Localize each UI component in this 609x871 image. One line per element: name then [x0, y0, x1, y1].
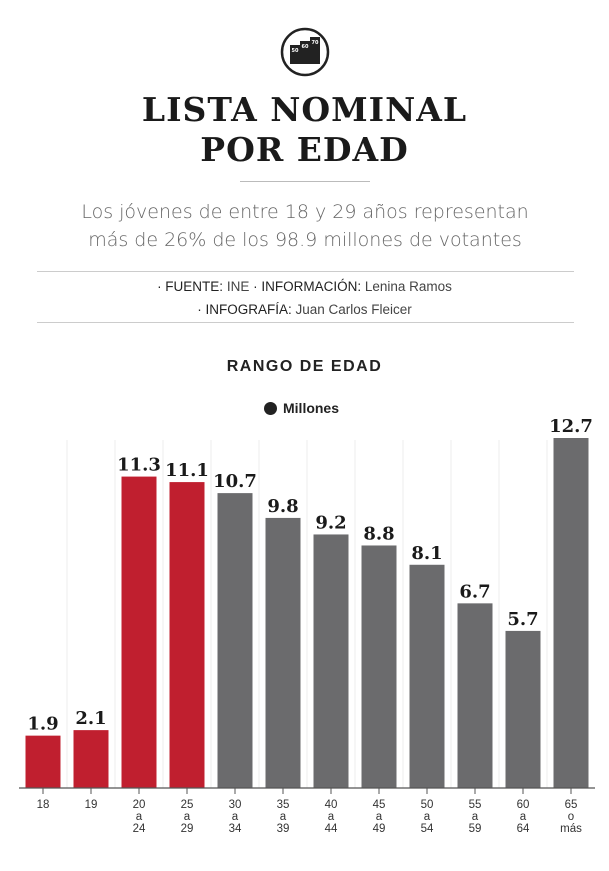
info-value: Lenina Ramos	[364, 279, 452, 294]
value-label: 6.7	[459, 581, 490, 602]
title-divider	[240, 181, 370, 182]
category-label: 19	[85, 799, 98, 811]
graphic-key: · INFOGRAFÍA:	[197, 302, 292, 317]
credits-top-divider	[37, 271, 574, 272]
chart-legend: Millones	[264, 400, 339, 416]
category-label: 65	[565, 799, 578, 811]
page-title-line1: LISTA NOMINAL	[141, 90, 468, 129]
bar-4	[217, 493, 253, 788]
category-label: a	[472, 811, 479, 823]
graphic-value: Juan Carlos Fleicer	[295, 302, 412, 317]
bar-7	[361, 545, 397, 788]
category-label: a	[280, 811, 287, 823]
category-label: 49	[373, 823, 386, 835]
bar-8	[409, 564, 445, 788]
value-label: 10.7	[213, 471, 257, 492]
category-label: 20	[133, 799, 146, 811]
page-title-line2: POR EDAD	[200, 130, 409, 169]
bar-3	[169, 482, 205, 788]
category-label: 50	[421, 799, 434, 811]
category-label: 60	[517, 799, 530, 811]
category-label: 40	[325, 799, 338, 811]
value-label: 9.8	[267, 496, 298, 517]
bar-6	[313, 534, 349, 788]
category-label: a	[328, 811, 335, 823]
category-label: 34	[229, 823, 242, 835]
value-label: 9.2	[315, 512, 346, 533]
chart-title: RANGO DE EDAD	[226, 358, 383, 375]
logo-label-60: 60	[302, 44, 309, 50]
category-label: 55	[469, 799, 482, 811]
subtitle-line2: más de 26% de los 98.9 millones de votan…	[88, 229, 522, 251]
category-label: 35	[277, 799, 290, 811]
category-label: o	[568, 811, 574, 823]
category-label: 59	[469, 823, 482, 835]
category-label: a	[520, 811, 527, 823]
category-label: 24	[133, 823, 146, 835]
category-label: 44	[325, 823, 338, 835]
source-value: INE	[226, 279, 250, 294]
category-label: 30	[229, 799, 242, 811]
bar-5	[265, 517, 301, 788]
value-label: 11.1	[165, 460, 209, 481]
info-key: · INFORMACIÓN:	[253, 279, 362, 294]
category-label: a	[232, 811, 239, 823]
value-label: 12.7	[549, 416, 593, 437]
category-label: a	[136, 811, 143, 823]
category-label: 45	[373, 799, 386, 811]
category-label: 29	[181, 823, 194, 835]
source-key: · FUENTE:	[157, 279, 224, 294]
category-label: 54	[421, 823, 434, 835]
credit-line-2: · INFOGRAFÍA: Juan Carlos Fleicer	[0, 300, 609, 320]
credit-line-1: · FUENTE: INE · INFORMACIÓN: Lenina Ramo…	[0, 277, 609, 297]
category-label: a	[184, 811, 191, 823]
value-label: 5.7	[507, 609, 538, 630]
subtitle-line1: Los jóvenes de entre 18 y 29 años repres…	[81, 201, 529, 223]
credits-bottom-divider	[37, 322, 574, 323]
ballot-boxes-icon: 50 60 70	[280, 27, 330, 77]
bar-11	[553, 438, 589, 788]
category-label: a	[424, 811, 431, 823]
category-label: 64	[517, 823, 530, 835]
category-label: 39	[277, 823, 290, 835]
bar-0	[25, 735, 61, 788]
legend-label: Millones	[283, 400, 340, 416]
value-label: 1.9	[27, 714, 58, 735]
bar-1	[73, 730, 109, 788]
logo-label-50: 50	[292, 48, 299, 54]
bar-9	[457, 603, 493, 788]
category-label: 18	[37, 799, 50, 811]
value-label: 2.1	[75, 708, 106, 729]
value-label: 8.1	[411, 543, 442, 564]
value-label: 11.3	[117, 455, 161, 476]
category-label: a	[376, 811, 383, 823]
value-label: 8.8	[363, 523, 394, 544]
category-label: más	[560, 823, 582, 835]
category-label: 25	[181, 799, 194, 811]
legend-dot-icon	[264, 401, 277, 415]
bar-10	[505, 630, 541, 788]
bar-2	[121, 476, 157, 788]
logo-label-70: 70	[312, 40, 319, 46]
